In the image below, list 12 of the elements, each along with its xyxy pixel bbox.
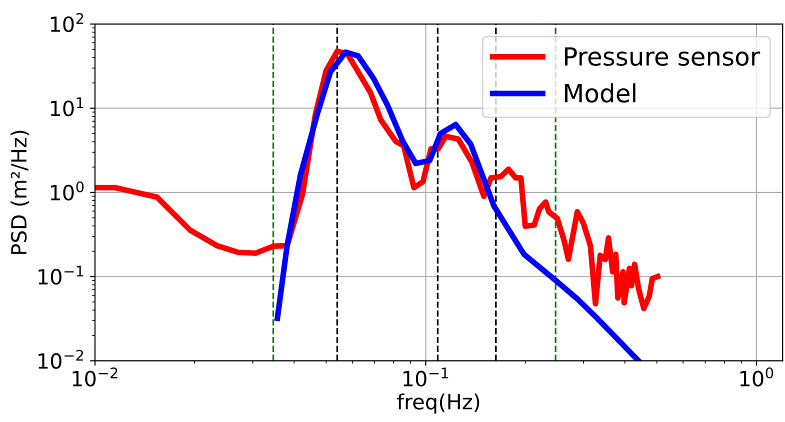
y-tick-label: 10$^{1}$ [50,97,84,116]
y-axis-title: PSD (m²/Hz) [10,130,30,254]
x-tick-label: 10$^{0}$ [740,367,774,386]
x-axis-title: freq(Hz) [397,393,480,414]
y-tick-label: 10$^{0}$ [50,181,84,200]
legend-label: Model [565,83,636,103]
y-tick-label: 10$^{−1}$ [38,266,84,285]
y-tick-label: 10$^{−2}$ [38,350,84,369]
x-tick-label: 10$^{−2}$ [72,367,118,386]
y-tick-label: 10$^{2}$ [50,13,84,32]
legend-label: Pressure sensor [565,47,760,66]
x-tick-label: 10$^{−1}$ [404,368,448,387]
